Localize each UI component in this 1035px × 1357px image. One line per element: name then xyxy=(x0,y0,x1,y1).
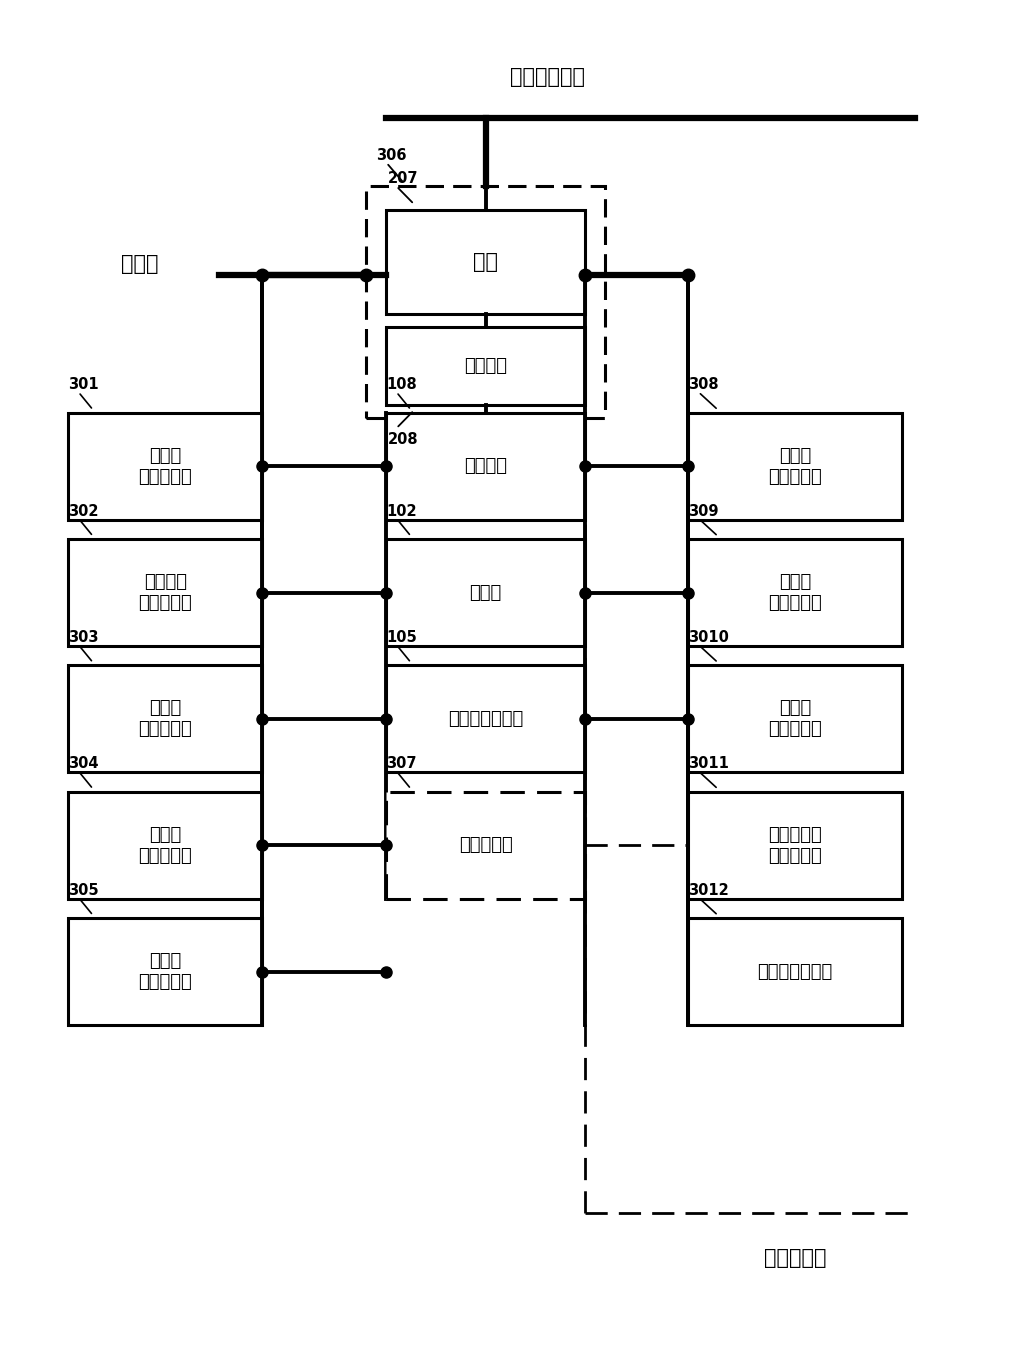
Bar xyxy=(366,186,604,418)
Text: 马达室故障
报警子系统: 马达室故障 报警子系统 xyxy=(768,826,822,864)
Text: 供电站: 供电站 xyxy=(121,254,158,274)
Bar xyxy=(68,539,262,646)
Text: 变流装置: 变流装置 xyxy=(465,357,507,375)
Text: 3010: 3010 xyxy=(688,630,730,645)
Text: 102: 102 xyxy=(386,503,417,518)
Text: 发电机
控制子系统: 发电机 控制子系统 xyxy=(768,446,822,486)
Bar xyxy=(386,209,585,313)
Text: 302: 302 xyxy=(68,503,99,518)
Text: 303: 303 xyxy=(68,630,99,645)
Text: 照明子系统: 照明子系统 xyxy=(459,836,512,855)
Text: 交流: 交流 xyxy=(473,251,498,271)
Text: 301: 301 xyxy=(68,377,99,392)
Text: 207: 207 xyxy=(388,171,419,186)
Text: 蓄能器
控制子系统: 蓄能器 控制子系统 xyxy=(139,953,193,991)
Text: 发电机
控制子系统: 发电机 控制子系统 xyxy=(768,573,822,612)
Text: 309: 309 xyxy=(688,503,719,518)
Bar xyxy=(688,919,903,1025)
Text: 3011: 3011 xyxy=(688,756,730,771)
Text: 负载箱
控制子系统: 负载箱 控制子系统 xyxy=(768,699,822,738)
Bar xyxy=(688,539,903,646)
Bar xyxy=(688,413,903,520)
Text: 307: 307 xyxy=(386,756,417,771)
Text: 306: 306 xyxy=(377,148,407,163)
Bar xyxy=(386,665,585,772)
Text: 305: 305 xyxy=(68,883,99,898)
Text: 105: 105 xyxy=(386,630,417,645)
Text: 第一网络交换机: 第一网络交换机 xyxy=(448,710,524,727)
Text: 油冷机
控制子系统: 油冷机 控制子系统 xyxy=(139,699,193,738)
Text: 到从控制器: 到从控制器 xyxy=(765,1248,827,1269)
Text: 工控机: 工控机 xyxy=(470,584,502,601)
Text: 208: 208 xyxy=(388,432,419,446)
Text: 控制油泵
控制子系统: 控制油泵 控制子系统 xyxy=(139,573,193,612)
Text: 304: 304 xyxy=(68,756,99,771)
Bar xyxy=(688,665,903,772)
Bar xyxy=(68,919,262,1025)
Text: 308: 308 xyxy=(688,377,719,392)
Text: 主油箱
控制子系统: 主油箱 控制子系统 xyxy=(139,826,193,864)
Text: 视频监控子系统: 视频监控子系统 xyxy=(758,962,833,981)
Bar xyxy=(68,413,262,520)
Text: 到机舱配电箱: 到机舱配电箱 xyxy=(510,66,585,87)
Bar xyxy=(386,539,585,646)
Text: 3012: 3012 xyxy=(688,883,729,898)
Bar xyxy=(68,665,262,772)
Bar xyxy=(386,792,585,898)
Bar xyxy=(386,327,585,404)
Bar xyxy=(688,792,903,898)
Text: 108: 108 xyxy=(386,377,417,392)
Bar xyxy=(68,792,262,898)
Bar xyxy=(386,413,585,520)
Text: 主控制器: 主控制器 xyxy=(465,457,507,475)
Text: 补油泵
控制子系统: 补油泵 控制子系统 xyxy=(139,446,193,486)
